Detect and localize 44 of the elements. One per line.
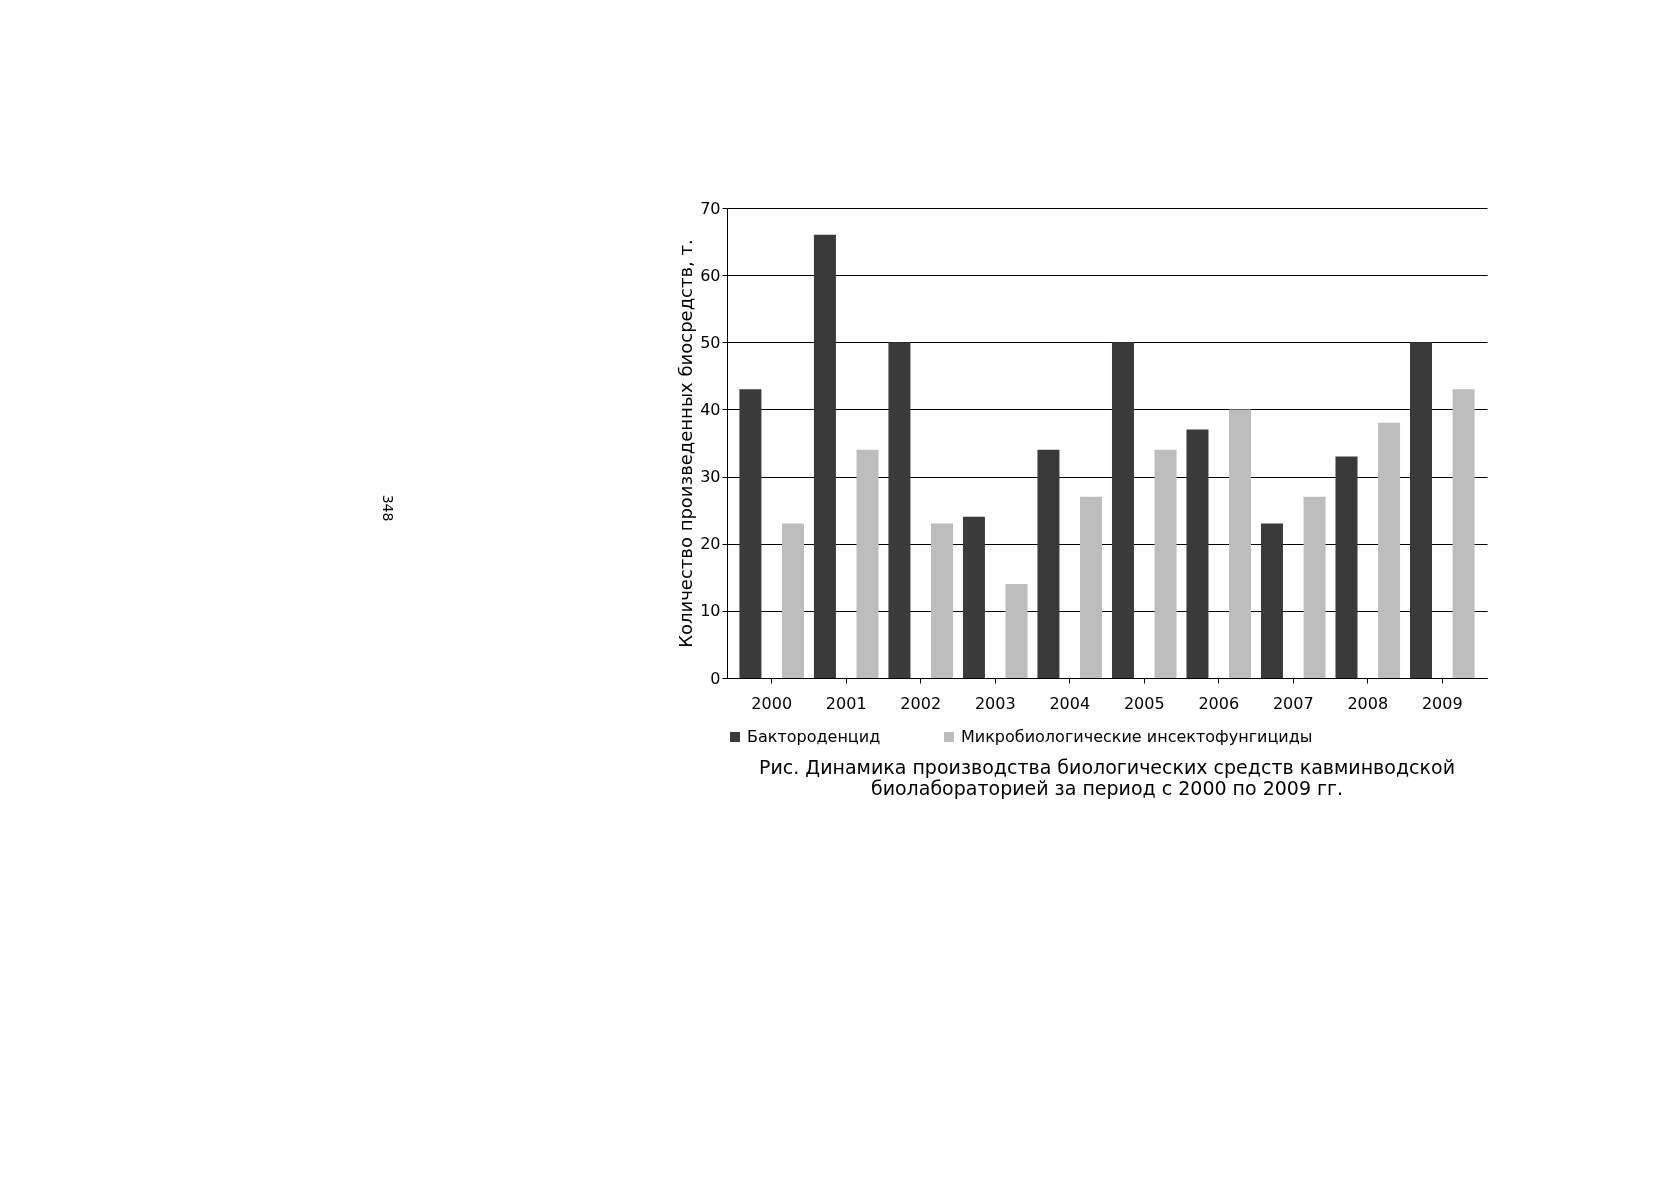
- x-tick-label: 2001: [825, 693, 867, 713]
- bar: [1378, 422, 1401, 678]
- bar: [856, 449, 879, 678]
- x-tick-label: 2003: [974, 693, 1016, 713]
- bar: [888, 342, 911, 678]
- y-axis-title: Количество произведенных биосредств, т.: [675, 239, 697, 648]
- bar: [739, 389, 762, 678]
- bar: [781, 523, 804, 678]
- bar: [1080, 496, 1103, 678]
- y-tick-label: 50: [700, 332, 721, 352]
- x-tick-label: 2004: [1049, 693, 1091, 713]
- y-tick-label: 60: [700, 265, 721, 285]
- legend-label: Микробиологические инсектофунгициды: [961, 727, 1313, 746]
- x-tick-label: 2009: [1421, 693, 1463, 713]
- y-tick-label: 70: [700, 198, 721, 218]
- y-tick-label: 0: [710, 668, 721, 688]
- bar: [1303, 496, 1326, 678]
- legend-label: Бактороденцид: [747, 727, 881, 746]
- x-tick-label: 2000: [751, 693, 793, 713]
- y-tick-label: 10: [700, 601, 721, 621]
- bar: [1335, 456, 1358, 678]
- bar: [1005, 584, 1028, 678]
- bar: [1037, 449, 1060, 678]
- bar: [962, 516, 985, 678]
- bar: [813, 234, 836, 678]
- bar: [1260, 523, 1283, 678]
- text: Рис. Динамика производства биологических средств кавминводской: [759, 756, 1455, 778]
- y-tick-label: 20: [700, 534, 721, 554]
- y-tick-label: 30: [700, 467, 721, 487]
- bar: [1452, 389, 1475, 678]
- text: биолабораторией за период с 2000 по 2009 гг.: [870, 777, 1344, 799]
- x-tick-label: 2008: [1347, 693, 1389, 713]
- x-tick-label: 2005: [1123, 693, 1165, 713]
- bar: [1410, 342, 1433, 678]
- x-tick-label: 2006: [1198, 693, 1240, 713]
- bar: [931, 523, 954, 678]
- bar: [1229, 409, 1252, 678]
- x-tick-label: 2002: [900, 693, 942, 713]
- y-tick-label: 40: [700, 399, 721, 419]
- x-tick-label: 2007: [1272, 693, 1314, 713]
- bar: [1111, 342, 1134, 678]
- bar: [1186, 429, 1209, 678]
- bar: [1154, 449, 1177, 678]
- text: 348: [380, 494, 396, 522]
